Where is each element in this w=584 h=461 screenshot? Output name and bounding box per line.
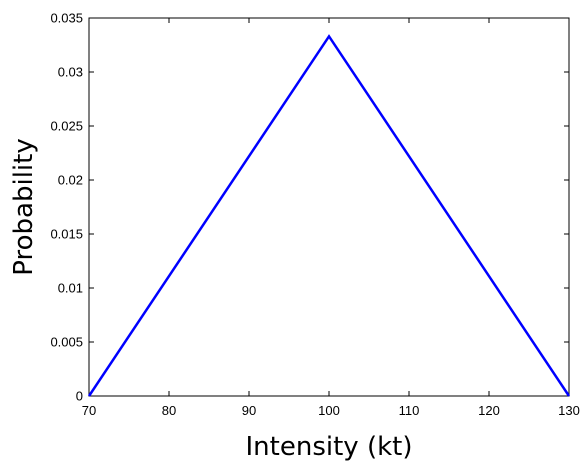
y-axis-tick-labels: 0 0.005 0.01 0.015 0.02 0.025 0.03 0.035 bbox=[50, 11, 83, 404]
y-axis-ticks bbox=[89, 17, 569, 397]
plot-area bbox=[88, 17, 570, 397]
x-tick-label: 130 bbox=[558, 403, 580, 418]
y-tick-label: 0.03 bbox=[58, 65, 83, 80]
y-tick-label: 0.035 bbox=[50, 11, 83, 26]
series-line bbox=[87, 34, 571, 397]
y-tick-label: 0.01 bbox=[58, 281, 83, 296]
x-axis-label: Intensity (kt) bbox=[246, 432, 413, 461]
y-tick-label: 0.02 bbox=[58, 173, 83, 188]
x-tick-label: 70 bbox=[82, 403, 96, 418]
x-tick-label: 80 bbox=[162, 403, 176, 418]
x-tick-label: 110 bbox=[399, 403, 420, 418]
x-tick-label: 120 bbox=[478, 403, 500, 418]
y-tick-label: 0.025 bbox=[50, 119, 83, 134]
x-axis-tick-labels: 70 80 90 100 110 120 130 bbox=[82, 403, 580, 418]
x-tick-label: 90 bbox=[242, 403, 256, 418]
y-axis-label: Probability bbox=[9, 138, 39, 275]
y-tick-label: 0.005 bbox=[50, 335, 83, 350]
x-tick-label: 100 bbox=[318, 403, 340, 418]
y-tick-label: 0 bbox=[76, 389, 83, 404]
x-axis-ticks bbox=[88, 18, 570, 396]
y-tick-label: 0.015 bbox=[50, 227, 83, 242]
series-layer bbox=[87, 34, 571, 397]
